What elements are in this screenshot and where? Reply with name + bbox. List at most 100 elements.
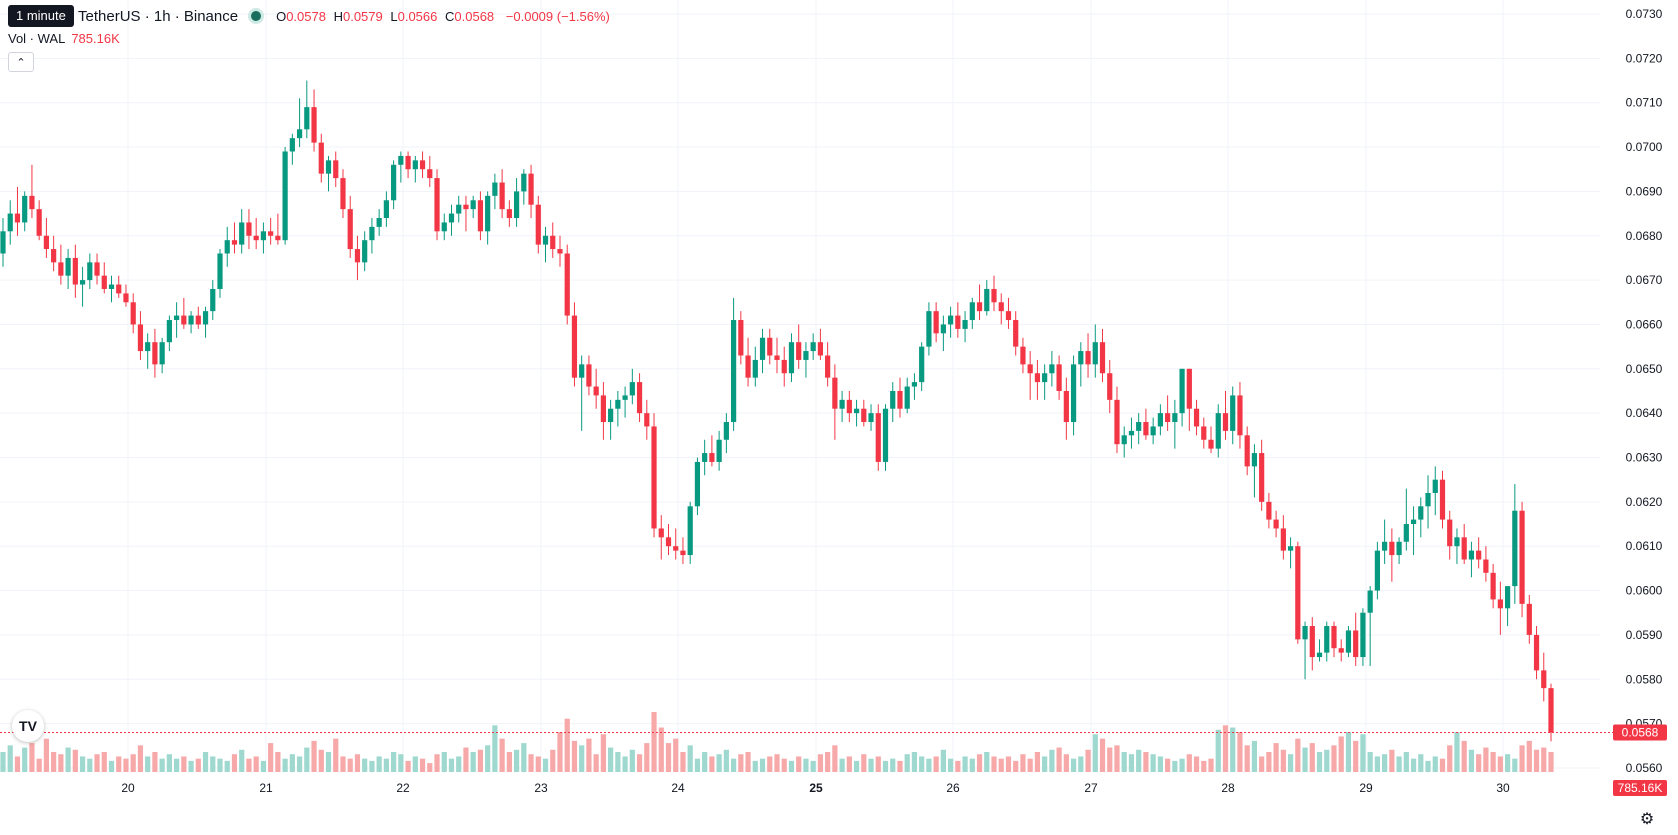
volume-bar bbox=[275, 752, 281, 772]
candle bbox=[188, 311, 194, 334]
volume-bar bbox=[1107, 747, 1113, 772]
volume-bar bbox=[1324, 749, 1330, 772]
candle-body bbox=[1302, 626, 1308, 640]
candle-body bbox=[1461, 537, 1467, 560]
candle bbox=[882, 404, 889, 471]
candle-body bbox=[43, 235, 50, 250]
candle-body bbox=[1193, 408, 1200, 427]
volume-bar bbox=[441, 752, 447, 772]
candle-body bbox=[181, 315, 187, 325]
candle bbox=[1259, 439, 1265, 511]
time-axis[interactable]: 20 21 22 23 24 25 26 27 28 29 30 bbox=[121, 781, 1510, 795]
volume-bar bbox=[1367, 752, 1373, 772]
candle-body bbox=[1374, 550, 1380, 591]
open-key: O bbox=[276, 8, 287, 24]
volume-bar bbox=[832, 745, 838, 772]
candle bbox=[412, 155, 418, 183]
candle-body bbox=[759, 337, 766, 360]
candle bbox=[593, 368, 599, 409]
candle bbox=[405, 151, 411, 179]
volume-bar bbox=[137, 745, 144, 772]
symbol-title[interactable]: TetherUS · 1h · Binance bbox=[78, 7, 239, 25]
volume-bar bbox=[933, 756, 939, 772]
candle bbox=[608, 399, 614, 440]
candle bbox=[861, 399, 867, 427]
candle bbox=[911, 373, 918, 400]
candle bbox=[1541, 652, 1547, 702]
candle-body bbox=[217, 253, 223, 289]
candle-body bbox=[636, 382, 643, 414]
candle bbox=[87, 253, 93, 289]
candle-body bbox=[875, 413, 881, 462]
gear-icon[interactable]: ⚙ bbox=[1639, 811, 1655, 828]
candle-body bbox=[1526, 603, 1532, 635]
volume-bar bbox=[296, 756, 303, 772]
candle bbox=[1005, 297, 1012, 329]
chevron-up-icon[interactable]: ⌃ bbox=[8, 52, 34, 72]
candle bbox=[723, 413, 729, 454]
candle-body bbox=[1345, 630, 1352, 653]
candle bbox=[354, 235, 361, 281]
volume-bar bbox=[14, 756, 21, 772]
candle-body bbox=[962, 320, 968, 329]
volume-bar bbox=[745, 752, 751, 772]
candle bbox=[1353, 612, 1359, 666]
volume-bar bbox=[557, 732, 563, 772]
candle-body bbox=[745, 355, 751, 378]
candle bbox=[1150, 417, 1156, 445]
candle bbox=[1280, 515, 1286, 560]
candle-body bbox=[311, 107, 317, 143]
price-tick-label: 0.0730 bbox=[1626, 7, 1663, 21]
candle bbox=[1410, 506, 1417, 556]
volume-bar bbox=[434, 754, 440, 772]
candle-body bbox=[260, 231, 267, 241]
candle-body bbox=[152, 342, 158, 365]
price-tick-label: 0.0690 bbox=[1626, 184, 1663, 198]
volume-bar bbox=[665, 743, 672, 772]
candle-body bbox=[108, 284, 115, 289]
tradingview-logo-icon[interactable]: TV bbox=[12, 710, 44, 742]
candle-body bbox=[1063, 390, 1069, 423]
price-axis[interactable]: 0.0730 0.0720 0.0710 0.0700 0.0690 0.0680 0.06… bbox=[1626, 7, 1663, 775]
candle-body bbox=[1070, 364, 1077, 423]
candle bbox=[1396, 537, 1402, 564]
candle bbox=[1099, 328, 1106, 383]
volume-bar bbox=[615, 752, 621, 772]
candle bbox=[275, 213, 281, 245]
candle bbox=[1302, 621, 1308, 680]
candle-body bbox=[1092, 342, 1098, 365]
volume-bar bbox=[1201, 760, 1207, 772]
volume-bar bbox=[955, 760, 961, 772]
candle bbox=[1143, 408, 1149, 440]
open-value: 0.0578 bbox=[286, 8, 326, 24]
candle bbox=[550, 222, 556, 258]
candle-body bbox=[101, 275, 107, 289]
candle-body bbox=[513, 191, 520, 219]
candle-body bbox=[1403, 524, 1409, 542]
candle bbox=[1230, 386, 1236, 445]
market-status-icon[interactable] bbox=[248, 8, 265, 24]
volume-bar bbox=[550, 749, 556, 772]
candle bbox=[1338, 639, 1344, 662]
candle bbox=[202, 306, 209, 338]
candle bbox=[542, 226, 549, 263]
candle bbox=[246, 209, 252, 250]
candle bbox=[1136, 413, 1142, 445]
volume-bar bbox=[369, 760, 375, 772]
candle bbox=[1483, 546, 1489, 582]
volume-bar bbox=[1374, 756, 1380, 772]
volume-bar bbox=[1165, 758, 1171, 772]
price-tick-label: 0.0610 bbox=[1626, 539, 1663, 553]
candle bbox=[738, 311, 744, 365]
volume-legend[interactable]: Vol · WAL 785.16K bbox=[8, 31, 120, 46]
candle bbox=[22, 191, 28, 232]
volume-bar bbox=[43, 738, 50, 772]
volume-bar bbox=[231, 754, 238, 772]
volume-bar bbox=[911, 752, 918, 772]
volume-bar bbox=[268, 743, 274, 772]
candle bbox=[1078, 342, 1084, 387]
volume-bar bbox=[1519, 745, 1525, 772]
volume-bar bbox=[702, 752, 708, 772]
volume-bar bbox=[680, 752, 686, 772]
